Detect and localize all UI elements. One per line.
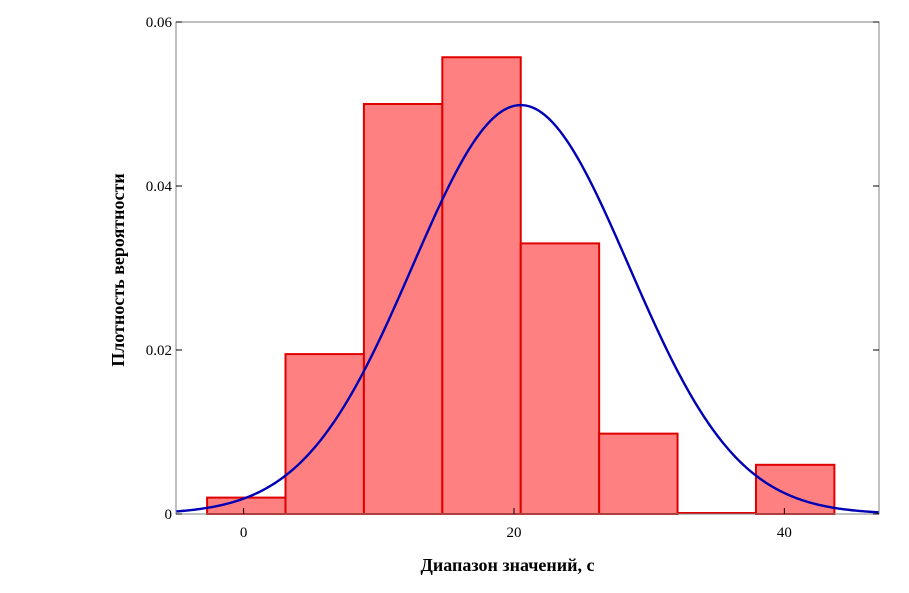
plot-frame xyxy=(175,21,880,515)
histogram-bar-2 xyxy=(362,103,444,515)
axis-tick-labels: 0 20 40 0 0.02 0.04 0.06 xyxy=(146,15,792,541)
normal-density-curve xyxy=(175,103,880,514)
y-tick-label-1: 0.02 xyxy=(146,343,172,359)
y-tick-label-3: 0.06 xyxy=(146,15,173,31)
y-tick-label-2: 0.04 xyxy=(146,179,173,195)
x-axis-title: Диапазон значений, с xyxy=(420,555,594,575)
y-axis-title: Плотность вероятности xyxy=(108,173,128,366)
axis-ticks xyxy=(176,21,879,515)
histogram-bar-5 xyxy=(598,432,679,516)
y-tick-label-0: 0 xyxy=(165,507,173,523)
x-tick-label-0: 0 xyxy=(240,525,248,541)
histogram-bar-3 xyxy=(441,56,522,515)
histogram-bar-4 xyxy=(519,242,601,515)
x-tick-label-1: 20 xyxy=(506,525,521,541)
x-tick-label-2: 40 xyxy=(777,525,792,541)
histogram-bars xyxy=(206,56,836,516)
